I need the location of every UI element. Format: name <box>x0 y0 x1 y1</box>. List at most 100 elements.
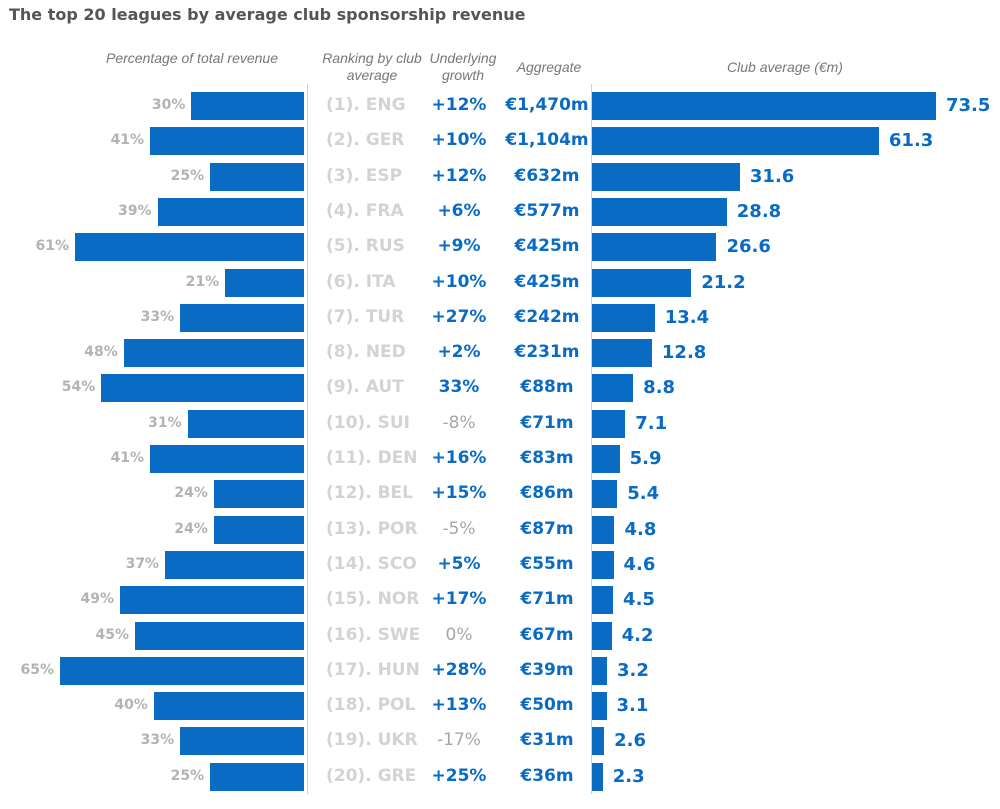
avg-label: 31.6 <box>749 165 795 187</box>
pct-bar <box>120 586 304 615</box>
avg-bar <box>592 268 692 297</box>
pct-bar <box>180 303 304 332</box>
pct-bar <box>123 339 304 368</box>
avg-bar <box>592 762 603 791</box>
rank-label: (20). GRE <box>326 765 417 786</box>
rank-label: (8). NED <box>326 342 406 363</box>
avg-bar <box>592 586 614 615</box>
avg-bar <box>592 445 620 473</box>
pct-label: 49% <box>80 591 115 608</box>
avg-bar <box>592 550 614 579</box>
growth-value: 0% <box>445 624 473 645</box>
pct-label: 45% <box>95 626 130 643</box>
aggregate-value: €1,470m <box>505 95 589 115</box>
aggregate-value: €39m <box>520 659 574 680</box>
rank-label: (14). SCO <box>326 553 417 574</box>
aggregate-column-header: Aggregate <box>516 59 582 75</box>
pct-label: 24% <box>174 485 208 502</box>
avg-label: 73.5 <box>946 95 991 116</box>
growth-value: +12% <box>431 95 487 115</box>
pct-label: 40% <box>114 697 148 714</box>
rank-label: (18). POL <box>326 695 416 716</box>
rank-column-header: Ranking by club average <box>322 50 422 83</box>
growth-value: +2% <box>437 342 481 363</box>
pct-label: 65% <box>20 661 54 678</box>
pct-label: 61% <box>35 238 69 255</box>
table-row: 54% (9). AUT 33% €88m 8.8 <box>0 371 1000 406</box>
growth-value: -5% <box>442 518 476 539</box>
aggregate-value: €88m <box>520 377 574 398</box>
avg-label: 61.3 <box>888 130 934 152</box>
table-row: 30% (1). ENG +12% €1,470m 73.5 <box>0 89 1000 124</box>
pct-bar <box>213 515 304 544</box>
avg-bar <box>592 374 634 403</box>
avg-label: 12.8 <box>661 342 707 364</box>
aggregate-value: €31m <box>520 730 574 751</box>
pct-bar <box>135 621 304 650</box>
avg-label: 3.1 <box>616 695 649 717</box>
avg-bar <box>592 656 607 685</box>
pct-bar <box>210 162 304 191</box>
pct-bar <box>187 409 304 438</box>
avg-bar <box>592 409 626 438</box>
growth-value: +9% <box>437 236 481 257</box>
pct-label: 33% <box>140 308 175 325</box>
avg-label: 28.8 <box>736 200 782 222</box>
pct-label: 33% <box>140 732 175 749</box>
growth-value: +10% <box>431 130 487 151</box>
pct-label: 30% <box>151 97 186 113</box>
aggregate-value: €55m <box>520 553 574 574</box>
pct-bar <box>75 233 304 262</box>
aggregate-value: €71m <box>520 412 574 433</box>
table-row: 25% (3). ESP +12% €632m 31.6 <box>0 160 1000 195</box>
pct-bar <box>157 197 304 226</box>
avg-label: 7.1 <box>635 412 668 434</box>
pct-label: 41% <box>110 450 145 466</box>
table-row: 24% (12). BEL +15% €86m 5.4 <box>0 477 1000 512</box>
rank-label: (10). SUI <box>326 412 410 433</box>
avg-label: 5.9 <box>629 448 662 469</box>
growth-value: -8% <box>442 412 476 433</box>
aggregate-value: €87m <box>520 518 574 539</box>
aggregate-value: €83m <box>520 448 574 468</box>
pct-bar <box>150 445 304 473</box>
growth-column-header: Underlying growth <box>429 50 497 83</box>
avg-label: 4.8 <box>624 518 657 540</box>
table-row: 33% (19). UKR -17% €31m 2.6 <box>0 724 1000 759</box>
table-row: 33% (7). TUR +27% €242m 13.4 <box>0 301 1000 336</box>
pct-label: 41% <box>110 132 145 149</box>
chart-title: The top 20 leagues by average club spons… <box>9 5 526 24</box>
pct-bar <box>101 374 304 403</box>
growth-value: +12% <box>431 165 487 186</box>
aggregate-value: €50m <box>520 695 574 716</box>
avg-label: 8.8 <box>643 377 676 399</box>
table-row: 24% (13). POR -5% €87m 4.8 <box>0 513 1000 548</box>
pct-bar <box>191 92 304 120</box>
pct-bar <box>210 762 304 791</box>
growth-value: +27% <box>431 306 487 327</box>
aggregate-value: €242m <box>514 306 580 327</box>
table-row: 39% (4). FRA +6% €577m 28.8 <box>0 195 1000 230</box>
growth-value: 33% <box>438 377 480 398</box>
pct-label: 37% <box>125 555 160 572</box>
avg-bar <box>592 162 740 191</box>
growth-value: +10% <box>431 271 487 292</box>
pct-column-header: Percentage of total revenue <box>106 50 279 66</box>
avg-bar <box>592 515 615 544</box>
growth-value: +5% <box>437 553 481 574</box>
aggregate-value: €36m <box>520 765 574 786</box>
avg-label: 5.4 <box>627 483 660 505</box>
left-divider <box>307 84 308 794</box>
avg-bar <box>592 233 717 262</box>
rank-label: (1). ENG <box>326 95 406 115</box>
avg-bar <box>592 727 605 756</box>
aggregate-value: €425m <box>514 271 580 292</box>
avg-label: 26.6 <box>726 236 771 258</box>
growth-value: +17% <box>431 589 487 610</box>
growth-value: +6% <box>437 200 481 221</box>
rank-label: (4). FRA <box>326 200 404 221</box>
rank-label: (2). GER <box>326 130 405 151</box>
aggregate-value: €632m <box>514 165 580 186</box>
pct-label: 21% <box>185 273 220 290</box>
